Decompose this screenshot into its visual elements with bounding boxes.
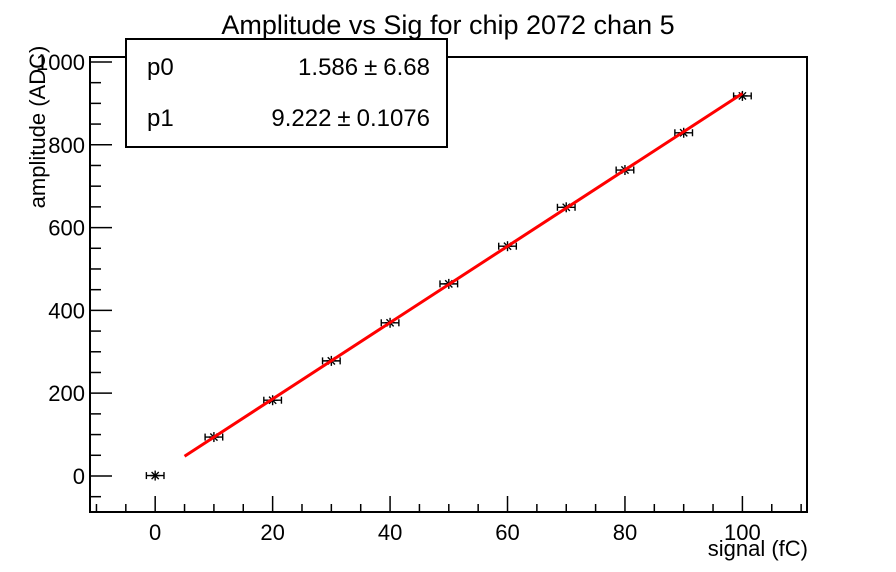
y-tick-label: 600 bbox=[48, 216, 85, 241]
x-tick-label: 80 bbox=[613, 520, 637, 545]
y-tick-label: 0 bbox=[73, 464, 85, 489]
y-tick-label: 800 bbox=[48, 133, 85, 158]
y-tick-label: 400 bbox=[48, 298, 85, 323]
stats-row-p1: p1 9.222 ±0.1076 bbox=[147, 105, 430, 133]
x-tick-label: 40 bbox=[378, 520, 402, 545]
plot-title: Amplitude vs Sig for chip 2072 chan 5 bbox=[221, 10, 675, 40]
param-value-p1: 9.222 ±0.1076 bbox=[271, 104, 430, 132]
param-name-p0: p0 bbox=[147, 53, 174, 81]
y-tick-label: 200 bbox=[48, 381, 85, 406]
x-tick-label: 20 bbox=[260, 520, 284, 545]
param-name-p1: p1 bbox=[147, 104, 174, 132]
x-axis-title: signal (fC) bbox=[707, 536, 808, 561]
x-tick-label: 0 bbox=[149, 520, 161, 545]
fit-line bbox=[183, 92, 744, 458]
fit-stats-box: p0 1.586 ±6.68 p1 9.222 ±0.1076 bbox=[125, 38, 448, 148]
param-value-p0: 1.586 ±6.68 bbox=[298, 53, 430, 81]
data-marker bbox=[738, 91, 747, 101]
x-tick-label: 60 bbox=[495, 520, 519, 545]
y-tick-label: 1000 bbox=[36, 50, 85, 75]
data-marker bbox=[151, 471, 160, 480]
stats-row-p0: p0 1.586 ±6.68 bbox=[147, 54, 430, 82]
y-axis-title: amplitude (ADC) bbox=[25, 45, 50, 209]
x-tick-label: 100 bbox=[724, 520, 761, 545]
